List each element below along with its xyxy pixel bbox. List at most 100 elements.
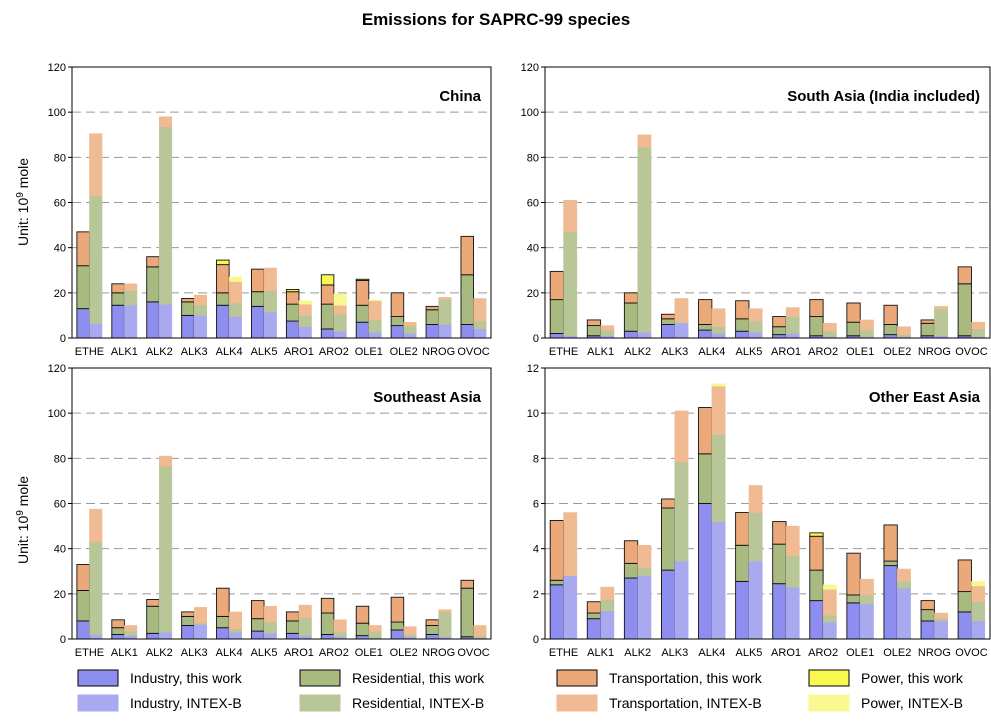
bar-ethe-residential-this-work [549, 579, 564, 586]
bar-nrog-residential-this-work [920, 609, 935, 622]
bar-ole1-industry-this-work [846, 602, 861, 640]
bar-alk4-industry-this-work [216, 304, 230, 339]
x-tick-label: NROG [918, 346, 951, 358]
bar-aro2-power-this-work [809, 532, 824, 537]
bar-aro1-transportation-this-work [772, 521, 787, 545]
bar-alk1-transportation-this-work [586, 319, 602, 327]
legend-label-power-this-work: Power, this work [861, 670, 964, 686]
bar-alk1-industry-this-work [111, 634, 125, 640]
x-tick-label: OVOC [955, 346, 987, 358]
bar-alk5-industry-this-work [735, 330, 750, 339]
bar-alk5-residential-intex-b [263, 621, 277, 634]
bar-nrog-transportation-intex-b [438, 297, 452, 300]
bar-ole2-residential-intex-b [403, 325, 417, 334]
bar-aro2-transportation-this-work [320, 597, 335, 614]
bar-alk1-transportation-intex-b [600, 325, 615, 331]
bar-nrog-residential-intex-b [934, 308, 948, 336]
bar-ole1-transportation-this-work [355, 279, 370, 306]
bar-alk3-residential-intex-b [674, 461, 689, 562]
x-tick-label: ETHE [549, 346, 578, 358]
chart-panel-south-asia-india-included: 0 20 40 60 80 100 120 ETHE ALK1 ALK2 ALK3 ALK4 ALK5 A… [521, 62, 991, 358]
bar-alk3-residential-this-work [181, 301, 195, 316]
bar-ole2-industry-this-work [883, 565, 898, 640]
bar-ovoc-residential-this-work [957, 591, 972, 613]
bar-nrog-transportation-this-work [425, 619, 440, 626]
bar-ethe-industry-intex-b [563, 575, 578, 640]
bar-aro2-transportation-intex-b [822, 589, 837, 616]
bar-ethe-transportation-this-work [76, 564, 90, 591]
legend-label-industry-this-work: Industry, this work [130, 670, 243, 686]
chart-panel-southeast-asia: 0 20 40 60 80 100 120 ETHE ALK1 ALK2 ALK3 ALK4 ALK5 A… [48, 363, 492, 659]
bar-alk3-transportation-intex-b [193, 607, 208, 624]
bar-aro2-transportation-intex-b [333, 305, 347, 315]
panel-title: Southeast Asia [373, 389, 481, 406]
bar-ovoc-transportation-intex-b [971, 321, 986, 330]
bar-alk3-residential-this-work [660, 507, 676, 571]
x-tick-label: NROG [422, 647, 455, 659]
y-tick-label: 100 [48, 408, 66, 420]
bar-alk3-industry-this-work [660, 569, 676, 640]
bar-ole2-transportation-this-work [883, 524, 898, 562]
bar-alk5-transportation-this-work [251, 268, 265, 293]
y-tick-label: 40 [54, 243, 66, 255]
bar-nrog-residential-intex-b [934, 618, 948, 622]
bar-aro1-transportation-this-work [772, 316, 787, 328]
x-tick-label: ALK4 [216, 346, 243, 358]
bar-alk4-industry-intex-b [228, 316, 242, 339]
y-tick-label: 12 [527, 363, 539, 375]
bar-alk5-residential-intex-b [263, 290, 277, 313]
bar-ethe-transportation-this-work [76, 231, 90, 267]
bar-alk5-transportation-intex-b [263, 606, 277, 623]
bar-alk4-industry-this-work [216, 627, 230, 640]
bar-alk3-industry-intex-b [193, 624, 208, 640]
bar-nrog-transportation-this-work [920, 319, 935, 324]
bar-alk5-transportation-intex-b [748, 485, 763, 513]
bar-alk2-residential-intex-b [637, 146, 652, 333]
bar-ethe-residential-this-work [76, 265, 90, 310]
panel-title: South Asia (India included) [787, 88, 980, 105]
bar-alk5-industry-intex-b [748, 560, 763, 640]
bar-ethe-residential-this-work [76, 589, 90, 622]
bar-ole1-power-intex-b [368, 299, 382, 301]
bar-aro2-industry-this-work [320, 328, 335, 339]
bar-alk1-transportation-this-work [111, 283, 125, 294]
bar-aro2-residential-this-work [320, 303, 335, 330]
x-tick-label: ALK3 [181, 647, 208, 659]
x-tick-label: OLE2 [883, 346, 911, 358]
bar-alk2-industry-this-work [623, 330, 639, 339]
plot-frame [71, 367, 492, 640]
y-tick-label: 8 [533, 453, 539, 465]
bar-nrog-transportation-this-work [920, 600, 935, 611]
bar-aro1-residential-intex-b [298, 315, 312, 327]
bar-alk2-industry-intex-b [159, 631, 173, 640]
bar-alk2-industry-intex-b [159, 303, 173, 339]
bar-ovoc-transportation-this-work [957, 559, 972, 593]
y-tick-label: 60 [54, 499, 66, 511]
x-tick-label: ALK1 [111, 346, 138, 358]
bar-ole1-residential-this-work [355, 622, 370, 637]
bar-ole2-transportation-intex-b [897, 326, 911, 335]
bar-aro1-residential-this-work [285, 620, 300, 634]
bar-alk4-power-intex-b [228, 276, 242, 282]
bar-aro2-power-intex-b [822, 584, 837, 590]
bar-alk4-industry-this-work [698, 503, 713, 640]
bar-ethe-transportation-intex-b [563, 512, 578, 577]
bar-alk5-transportation-intex-b [748, 308, 763, 322]
bar-alk3-transportation-this-work [660, 498, 676, 509]
bar-alk5-residential-this-work [251, 618, 265, 632]
bar-nrog-residential-this-work [425, 309, 440, 325]
legend-swatch-residential-intex-b [299, 694, 341, 712]
bar-alk3-transportation-this-work [181, 298, 195, 303]
bar-aro1-residential-intex-b [298, 617, 312, 636]
plot-frame [544, 367, 991, 640]
bar-nrog-industry-this-work [425, 634, 440, 640]
bar-ole1-residential-this-work [846, 321, 861, 337]
y-tick-label: 80 [54, 453, 66, 465]
plot-frame [71, 66, 492, 339]
bar-alk4-residential-intex-b [228, 628, 242, 633]
bar-alk2-transportation-this-work [146, 599, 160, 607]
legend-swatch-transportation-intex-b [556, 694, 598, 712]
y-tick-label: 0 [60, 634, 66, 646]
bar-ole2-residential-intex-b [403, 634, 417, 637]
